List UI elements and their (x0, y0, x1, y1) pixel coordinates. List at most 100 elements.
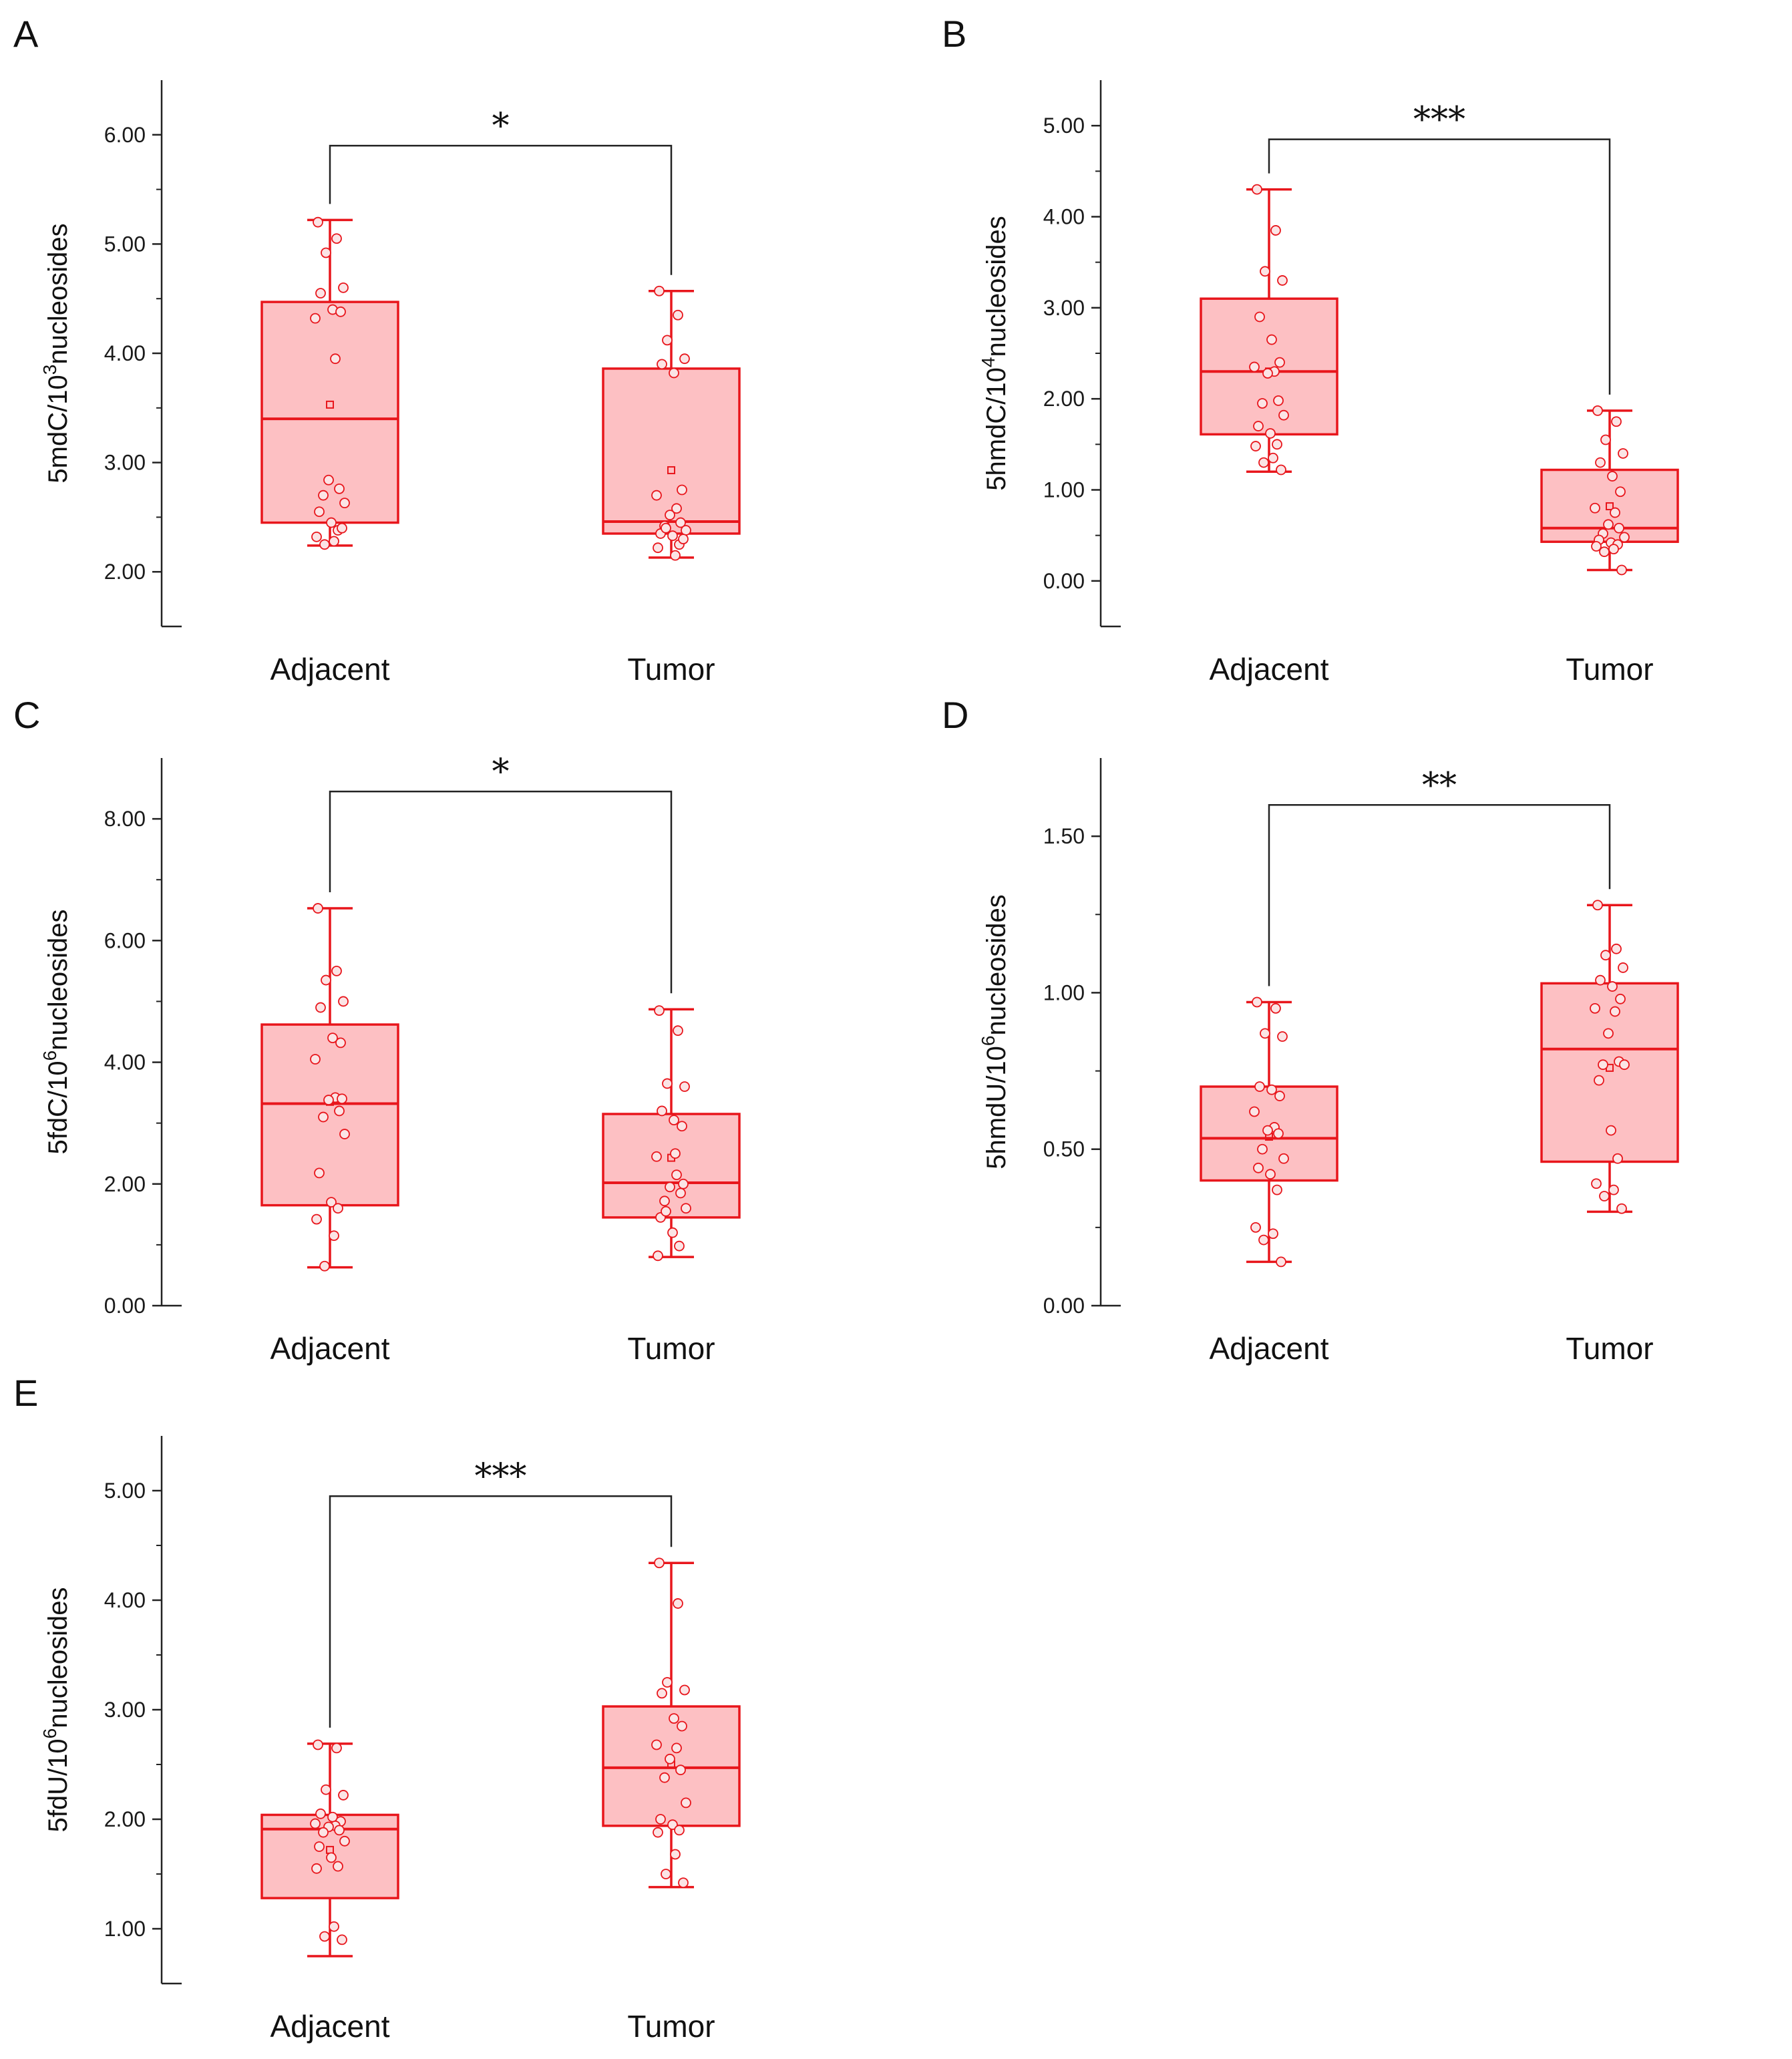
panel-E: E 1.00 2.00 3.00 4.00 5.00 5fdU/106nucleosides… (13, 1372, 741, 2044)
data-point (1273, 1128, 1284, 1139)
iqr-box (1540, 468, 1679, 543)
panel-C: C 0.00 2.00 4.00 6.00 8.00 5fdC/106nucleosides… (13, 694, 741, 1366)
data-point (654, 1005, 665, 1016)
data-point (334, 1105, 345, 1117)
y-tick-label: 4.00 (104, 1051, 146, 1075)
iqr-box (1200, 297, 1338, 436)
data-point (1603, 1028, 1614, 1039)
data-point (1278, 409, 1289, 421)
data-point (1276, 1256, 1286, 1268)
y-tick-label: 1.00 (104, 1917, 146, 1941)
data-point (653, 1250, 663, 1262)
data-point (1590, 1002, 1600, 1014)
data-point (1611, 943, 1622, 954)
data-point (314, 1841, 325, 1852)
panel-D: D 0.00 0.50 1.00 1.50 5hmdU/106nucleosides Adj… (942, 694, 1679, 1366)
data-point (1250, 441, 1261, 451)
data-point (673, 309, 683, 321)
x-category-label: Adjacent (270, 2009, 389, 2044)
data-point (661, 522, 671, 534)
data-point (1272, 1184, 1282, 1195)
y-tick-label: 4.00 (1043, 205, 1085, 229)
data-point (657, 359, 667, 370)
data-point (337, 1093, 347, 1105)
y-tick-label: 1.50 (1043, 824, 1085, 848)
iqr-box (602, 1113, 741, 1219)
data-point (1610, 1006, 1620, 1017)
data-point (1600, 950, 1611, 961)
significance-bracket (329, 144, 673, 275)
data-point (1614, 522, 1624, 534)
y-axis-label: 5fdU/106nucleosides (39, 1587, 73, 1833)
data-point (679, 1684, 690, 1696)
y-tick-label: 3.00 (104, 1698, 146, 1722)
data-point (1619, 1059, 1630, 1071)
data-point (315, 1808, 326, 1819)
data-point (662, 1078, 673, 1089)
y-tick-label: 1.00 (1043, 980, 1085, 1004)
data-point (1610, 507, 1620, 518)
data-point (1277, 275, 1288, 286)
data-point (319, 1260, 330, 1272)
data-point (675, 517, 686, 528)
data-point (318, 490, 329, 501)
data-point (1265, 428, 1276, 439)
y-tick-label: 6.00 (104, 123, 146, 147)
y-tick-label: 3.00 (104, 451, 146, 475)
data-point (674, 1825, 685, 1836)
data-point (674, 1240, 685, 1252)
data-point (654, 1557, 665, 1569)
data-point (334, 1825, 345, 1836)
data-point (1253, 1162, 1264, 1173)
data-point (1595, 457, 1606, 468)
data-point (1619, 532, 1630, 543)
y-tick-label: 4.00 (104, 341, 146, 365)
data-point (651, 1739, 662, 1750)
y-tick-label: 0.00 (1043, 1294, 1085, 1318)
data-point (651, 1151, 662, 1162)
box-adjacent (260, 216, 399, 550)
x-category-label: Adjacent (1209, 652, 1328, 687)
data-point (339, 1129, 350, 1139)
data-point (1253, 421, 1264, 431)
data-point (670, 550, 681, 561)
data-point (681, 1797, 691, 1809)
data-point (1591, 1178, 1602, 1189)
data-point (311, 1863, 322, 1874)
data-point (659, 1772, 670, 1783)
data-point (1265, 1169, 1276, 1180)
data-point (1249, 1106, 1260, 1117)
data-point (667, 530, 678, 542)
x-category-label: Tumor (627, 652, 715, 687)
y-tick-label: 4.00 (104, 1588, 146, 1612)
data-point (310, 1818, 321, 1829)
data-point (338, 996, 349, 1007)
data-point (662, 1677, 673, 1688)
data-point (653, 1827, 663, 1838)
data-point (323, 474, 334, 486)
significance-bracket (1268, 138, 1611, 395)
data-point (1277, 1031, 1288, 1042)
data-point (1592, 405, 1603, 416)
x-category-label: Adjacent (270, 652, 389, 687)
panel-letter: B (942, 13, 966, 55)
data-point (1274, 1091, 1285, 1101)
y-tick-label: 1.00 (1043, 478, 1085, 502)
data-point (1590, 502, 1600, 514)
data-point (318, 1827, 329, 1838)
data-point (1257, 398, 1268, 409)
data-point (669, 1713, 679, 1724)
data-point (678, 1178, 689, 1189)
data-point (311, 531, 322, 542)
data-point (681, 525, 691, 536)
data-point (331, 965, 342, 976)
box-tumor (602, 285, 741, 561)
box-tumor (602, 1005, 741, 1262)
data-point (319, 539, 330, 550)
data-point (314, 1167, 325, 1179)
data-point (678, 1877, 689, 1889)
y-axis-label: 5fdC/106nucleosides (39, 910, 73, 1155)
y-tick-label: 2.00 (1043, 387, 1085, 411)
box-adjacent (260, 903, 399, 1272)
